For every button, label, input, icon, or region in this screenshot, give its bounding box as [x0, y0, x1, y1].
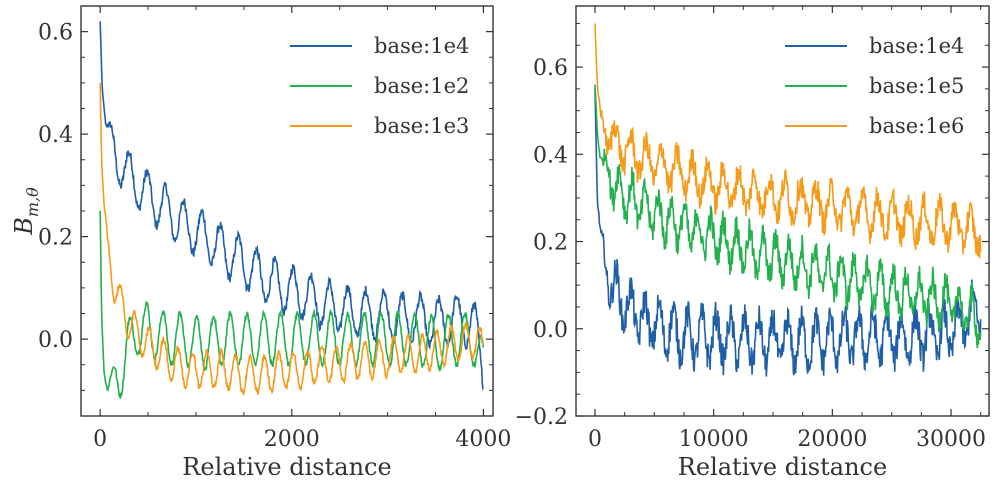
series-line-base-1e5 — [594, 84, 982, 349]
series-line-base-1e4 — [99, 21, 485, 391]
y-tick-label: 0.0 — [38, 328, 73, 353]
series-lines — [99, 21, 485, 399]
legend-label: base:1e6 — [869, 114, 964, 138]
y-tick-label: 0.0 — [533, 318, 568, 343]
x-axis-label: Relative distance — [678, 453, 887, 481]
series-line-base-1e4 — [594, 88, 982, 377]
y-tick-label: 0.4 — [533, 143, 568, 168]
y-tick-label: 0.4 — [38, 123, 73, 148]
series-line-base-1e3 — [99, 82, 485, 396]
legend-label: base:1e4 — [869, 34, 964, 58]
chart-right: 0 10000 20000 30000 −0.2 0.0 0.2 0.4 0.6 Relative… — [515, 5, 990, 481]
y-tick-label: 0.2 — [38, 226, 73, 251]
y-tick-label: 0.6 — [38, 21, 73, 46]
y-tick-label: 0.6 — [533, 56, 568, 81]
x-axis-label: Relative distance — [182, 453, 391, 481]
legend-label: base:1e3 — [374, 114, 469, 138]
legend-label: base:1e5 — [869, 74, 964, 98]
series-line-base-1e2 — [99, 210, 485, 399]
x-tick-label: 2000 — [264, 427, 320, 452]
x-tick-label: 10000 — [679, 427, 749, 452]
legend-label: base:1e4 — [374, 34, 469, 58]
y-axis-label: Bm,θ — [10, 187, 42, 236]
plot-frame — [575, 5, 990, 417]
x-tick-label: 0 — [93, 427, 107, 452]
legend-label: base:1e2 — [374, 74, 469, 98]
x-tick-label: 0 — [588, 427, 602, 452]
chart-left: 0 2000 4000 0.0 0.2 0.4 0.6 Relative distance Bm… — [10, 5, 511, 481]
series-lines — [594, 23, 982, 377]
y-tick-label: −0.2 — [515, 405, 568, 430]
x-tick-label: 4000 — [455, 427, 511, 452]
y-tick-label: 0.2 — [533, 231, 568, 256]
x-tick-label: 30000 — [916, 427, 986, 452]
series-line-base-1e6 — [594, 23, 982, 259]
x-tick-label: 20000 — [797, 427, 867, 452]
